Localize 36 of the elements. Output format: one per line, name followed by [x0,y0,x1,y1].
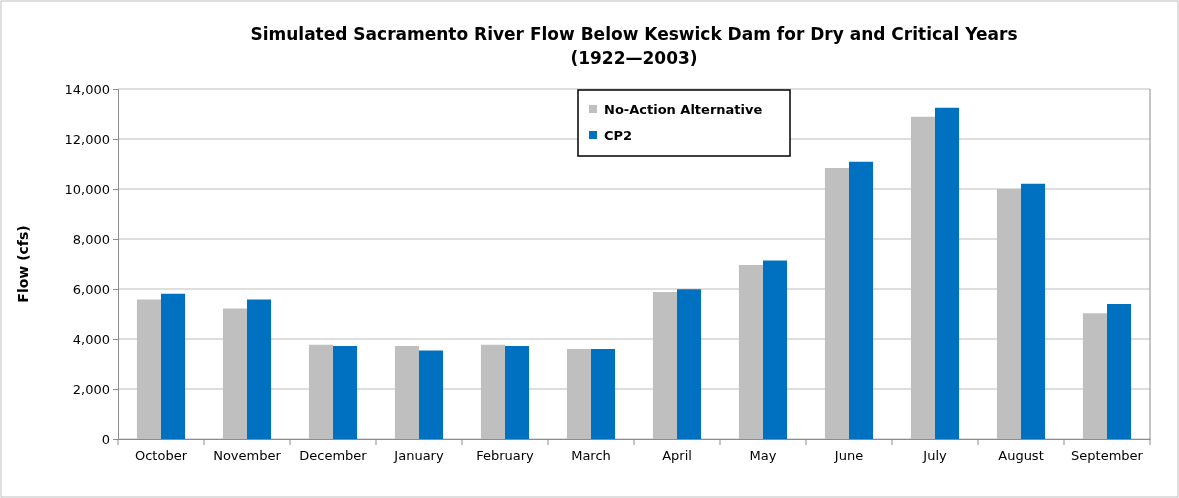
x-tick-label: October [134,448,188,464]
bar [1107,304,1132,439]
bar [505,346,530,439]
bar [161,293,186,439]
bar [677,289,702,439]
bar [1021,183,1046,439]
x-tick-label: November [213,448,282,464]
bar [935,107,960,439]
x-tick-label: December [299,448,368,464]
bar [763,260,788,439]
x-tick-label: June [833,448,864,464]
x-tick-label: September [1071,448,1144,464]
x-tick-label: February [476,448,535,464]
chart-title: Simulated Sacramento River Flow Below Keswick Dam for Dry and Critical Years (1922—2003) [250,24,1018,68]
y-tick-label: 4,000 [72,331,110,347]
y-tick-label: 8,000 [72,231,110,247]
x-tick-label: May [749,448,777,464]
x-tick-label: July [922,448,947,464]
y-tick-label: 0 [101,431,110,447]
legend-label: No-Action Alternative [604,102,763,117]
x-tick-label: April [662,448,692,464]
x-tick-label: August [998,448,1044,464]
x-tick-label: March [571,448,611,464]
y-tick-label: 2,000 [72,381,110,397]
bar [849,161,874,439]
y-axis-title: Flow (cfs) [15,225,31,303]
y-tick-label: 6,000 [72,281,110,297]
y-tick-label: 14,000 [64,81,110,97]
bar [591,349,616,439]
x-tick-label: January [393,448,444,464]
bar [333,346,358,439]
y-tick-label: 12,000 [64,131,110,147]
bar [247,299,272,439]
legend-label: CP2 [604,128,633,143]
bar [419,350,444,439]
y-tick-label: 10,000 [64,181,110,197]
